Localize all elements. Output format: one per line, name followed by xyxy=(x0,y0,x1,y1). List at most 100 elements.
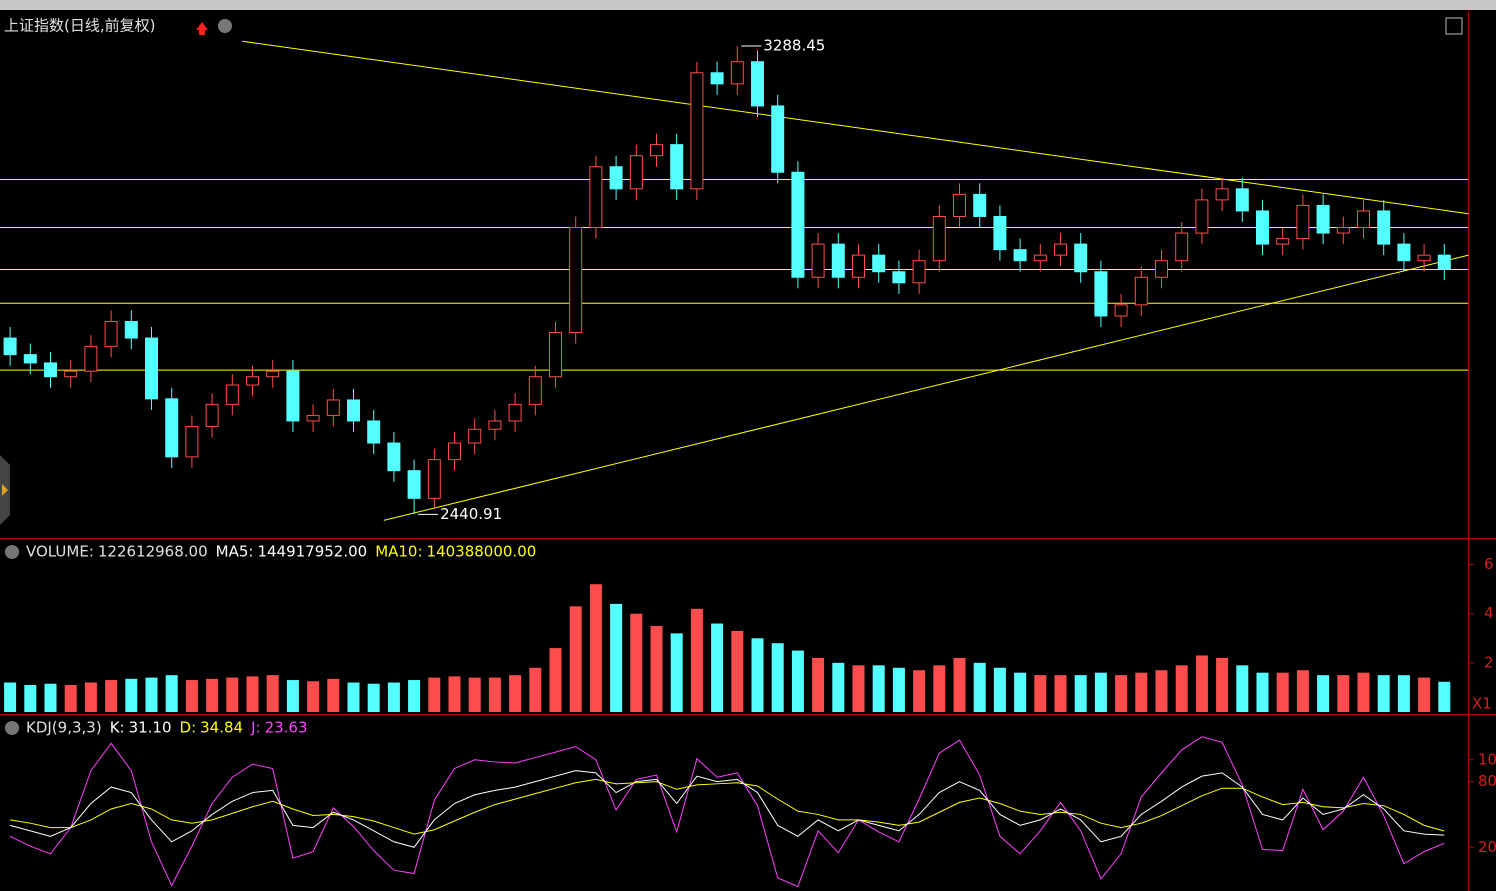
menu-button[interactable] xyxy=(5,721,19,735)
volume-bar xyxy=(872,665,885,712)
volume-bar xyxy=(670,633,683,712)
volume-bar xyxy=(589,584,602,712)
volume-bar xyxy=(1397,675,1410,712)
legend-value: 140388000.00 xyxy=(427,543,537,561)
candle-body xyxy=(367,420,381,444)
volume-bar xyxy=(610,603,623,712)
volume-bar xyxy=(125,678,138,712)
volume-bar xyxy=(1034,675,1047,712)
legend-name: MA5: xyxy=(216,543,254,561)
kdj-line xyxy=(9,770,1445,848)
volume-bar xyxy=(933,665,946,712)
volume-bar xyxy=(387,682,400,712)
candle-body xyxy=(427,459,441,499)
candle-body xyxy=(993,215,1007,251)
candle-body xyxy=(1033,254,1047,262)
volume-bar xyxy=(569,606,582,712)
candle-body xyxy=(1377,210,1391,245)
legend-value: 34.84 xyxy=(200,719,243,737)
volume-bar xyxy=(832,662,845,712)
volume-bar xyxy=(226,677,239,712)
trend-line xyxy=(242,40,1469,215)
y-tick-label: 2 xyxy=(1484,653,1494,671)
candle-body xyxy=(326,399,340,416)
candle-body xyxy=(1336,227,1350,234)
volume-bar xyxy=(993,667,1006,712)
candle-body xyxy=(64,370,78,378)
volume-bar xyxy=(347,682,360,712)
candle-body xyxy=(124,320,138,339)
volume-bar xyxy=(448,676,461,712)
candle-body xyxy=(165,398,179,458)
legend-name: MA10: xyxy=(375,543,422,561)
volume-bar xyxy=(731,630,744,712)
volume-bar xyxy=(973,662,986,712)
candle-body xyxy=(1235,188,1249,212)
candle-body xyxy=(205,403,219,427)
kdj-line xyxy=(10,778,1445,835)
candle-body xyxy=(852,254,865,278)
candle-body xyxy=(44,362,57,378)
volume-bar xyxy=(84,682,97,712)
volume-bar xyxy=(1357,672,1370,712)
volume-bar xyxy=(1115,675,1128,712)
volume-bar xyxy=(185,680,198,712)
legend-value: 31.10 xyxy=(129,719,172,737)
candle-body xyxy=(1357,210,1370,229)
volume-bar xyxy=(24,684,37,712)
candle-body xyxy=(145,337,158,400)
volume-bar xyxy=(913,670,926,712)
top-toolbar[interactable] xyxy=(0,0,1496,10)
candle-body xyxy=(1195,199,1209,234)
candle-body xyxy=(1054,243,1067,256)
candle-body xyxy=(1175,232,1189,262)
volume-bar xyxy=(468,677,481,712)
trend-line xyxy=(383,254,1469,521)
candle-body xyxy=(589,166,603,229)
candle-body xyxy=(629,155,643,190)
candle-body xyxy=(347,399,360,422)
menu-button[interactable] xyxy=(218,19,232,33)
volume-bar xyxy=(1337,675,1350,712)
candle-body xyxy=(448,442,461,461)
window-button[interactable] xyxy=(1445,17,1463,35)
legend-value: 23.63 xyxy=(265,719,308,737)
volume-bar xyxy=(1418,677,1431,712)
volume-bar xyxy=(630,613,643,712)
volume-bar xyxy=(1014,672,1027,712)
candle-body xyxy=(1256,210,1269,245)
candle-body xyxy=(670,144,684,190)
candle-body xyxy=(650,144,663,157)
volume-bar xyxy=(4,682,17,712)
legend-name: J: xyxy=(250,719,260,737)
candle-body xyxy=(791,171,805,278)
candle-body xyxy=(831,243,845,278)
volume-bar xyxy=(165,675,178,712)
candle-body xyxy=(730,61,744,85)
side-tab-arrow xyxy=(2,484,8,496)
candle-body xyxy=(488,420,502,430)
legend-name: D: xyxy=(180,719,197,737)
candle-body xyxy=(872,254,886,273)
candle-body xyxy=(468,428,482,444)
candle-body xyxy=(528,376,542,405)
candle-body xyxy=(953,193,966,217)
candle-body xyxy=(1215,188,1229,201)
volume-bar xyxy=(428,677,441,712)
volume-bar xyxy=(1317,675,1330,712)
extreme-label: 2440.91 xyxy=(440,505,502,523)
volume-bar xyxy=(327,678,340,712)
volume-bar xyxy=(509,675,522,712)
candle-body xyxy=(1094,271,1108,317)
volume-bar xyxy=(1135,672,1148,712)
volume-bar xyxy=(1236,665,1249,712)
scale-label: X1 xyxy=(1472,695,1492,713)
legend-value: 144917952.00 xyxy=(257,543,367,561)
menu-button[interactable] xyxy=(5,545,19,559)
candle-body xyxy=(84,345,98,372)
candle-body xyxy=(912,260,926,284)
volume-bar xyxy=(408,680,421,712)
volume-bar xyxy=(1155,670,1168,712)
